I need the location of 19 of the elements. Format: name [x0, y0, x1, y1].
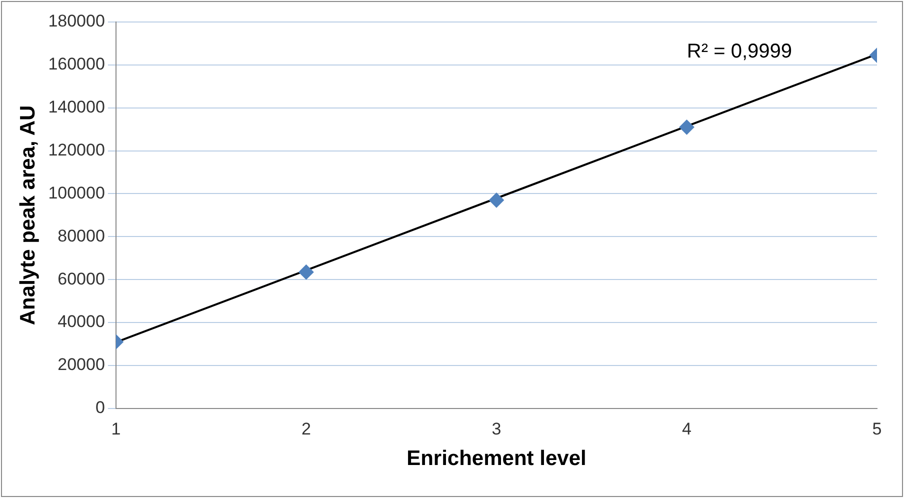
- y-tick-label: 20000: [58, 355, 105, 374]
- y-tick-label: 160000: [48, 54, 105, 74]
- x-tick-label: 3: [492, 419, 502, 438]
- point: [488, 192, 504, 208]
- annotation: R² = 0,9999: [686, 40, 792, 63]
- x-tick-label: 5: [872, 419, 882, 438]
- x-tick-label: 4: [682, 419, 692, 438]
- y-axis-title: Analyte peak area, AU: [16, 105, 40, 326]
- y-tick-label: 40000: [58, 312, 105, 332]
- x-tick-label: 2: [301, 419, 311, 438]
- y-tick-label: 60000: [58, 269, 105, 288]
- y-tick-label: 140000: [48, 98, 105, 117]
- x-tick-label: 1: [111, 419, 121, 438]
- y-tick-label: 80000: [58, 226, 105, 246]
- y-tick-label: 120000: [48, 140, 105, 160]
- x-axis-title: Enrichement level: [406, 447, 586, 470]
- y-tick-label: 100000: [48, 183, 105, 202]
- y-tick-label: 0: [95, 398, 105, 418]
- y-tick-label: 180000: [48, 12, 105, 31]
